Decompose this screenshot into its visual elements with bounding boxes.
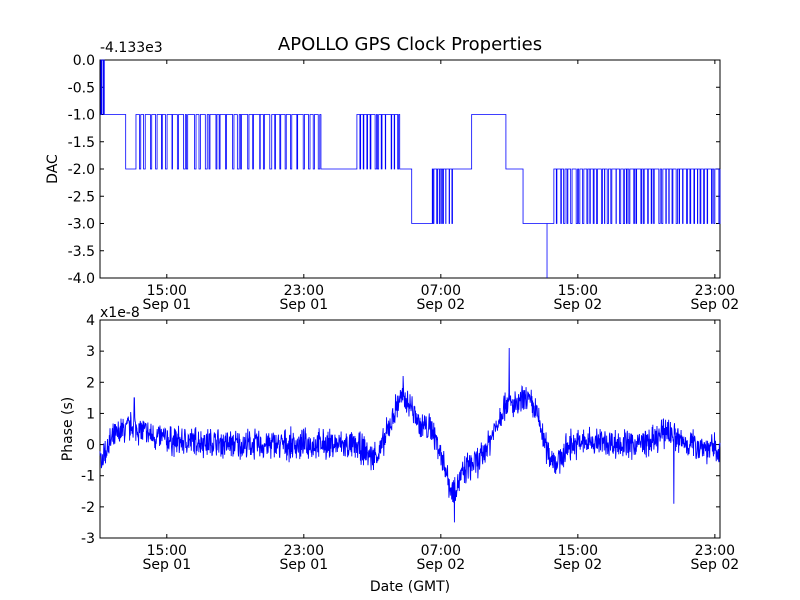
phase-line (99, 348, 721, 523)
y-tick-label: -3.5 (68, 244, 95, 260)
phase-offset-text: x1e-8 (100, 305, 140, 321)
x-tick-label-time: 07:00 (421, 543, 461, 559)
x-tick-label-date: Sep 02 (554, 297, 603, 313)
y-tick-label: -3 (81, 531, 95, 547)
y-tick-label: -1.5 (68, 135, 95, 151)
x-axis-label: Date (GMT) (370, 579, 450, 595)
dac-y-axis-label: DAC (45, 154, 61, 184)
y-tick-label: 2 (86, 375, 95, 391)
dac-line (100, 59, 721, 278)
x-tick-label-time: 23:00 (695, 543, 735, 559)
dac-series (100, 59, 721, 278)
dac-offset-text: -4.133e3 (100, 40, 163, 56)
x-tick-label-date: Sep 01 (279, 557, 328, 573)
x-tick-label-time: 23:00 (284, 543, 324, 559)
y-tick-label: 1 (86, 406, 95, 422)
y-tick-label: 3 (86, 344, 95, 360)
phase-y-axis-label: Phase (s) (60, 397, 76, 461)
y-tick-label: -1.0 (68, 108, 95, 124)
y-tick-label: -3.0 (68, 217, 95, 233)
y-tick-label: -2.5 (68, 189, 95, 205)
x-tick-label-date: Sep 01 (142, 557, 191, 573)
x-tick-label-date: Sep 01 (279, 297, 328, 313)
x-tick-label-time: 15:00 (147, 283, 187, 299)
y-tick-label: -2 (81, 500, 95, 516)
x-tick-label-date: Sep 02 (417, 557, 466, 573)
x-tick-label-time: 15:00 (147, 543, 187, 559)
x-tick-label-time: 15:00 (558, 283, 598, 299)
x-tick-label-time: 23:00 (284, 283, 324, 299)
y-tick-label: -0.5 (68, 80, 95, 96)
x-tick-label-date: Sep 02 (554, 557, 603, 573)
x-tick-label-time: 15:00 (558, 543, 598, 559)
phase-plot-frame (99, 319, 721, 539)
x-tick-label-time: 23:00 (695, 283, 735, 299)
x-tick-label-date: Sep 02 (691, 557, 740, 573)
x-tick-label-time: 07:00 (421, 283, 461, 299)
x-tick-label-date: Sep 02 (417, 297, 466, 313)
x-tick-label-date: Sep 01 (142, 297, 191, 313)
y-tick-label: 0.0 (73, 53, 95, 69)
dac-ticks: 0.0 -0.5 -1.0 -1.5 -2.0 -2.5 -3.0 -3.5 -4.0 15:00… (68, 53, 740, 313)
chart-title: APOLLO GPS Clock Properties (278, 34, 542, 55)
x-tick-label-date: Sep 02 (691, 297, 740, 313)
dac-axes: 0.0 -0.5 -1.0 -1.5 -2.0 -2.5 -3.0 -3.5 -4.0 15:00… (45, 40, 739, 313)
y-tick-label: 4 (86, 313, 95, 329)
y-tick-label: -1 (81, 469, 95, 485)
y-tick-label: 0 (86, 438, 95, 454)
y-tick-label: -4.0 (68, 271, 95, 287)
phase-series (99, 348, 721, 523)
y-tick-label: -2.0 (68, 162, 95, 178)
